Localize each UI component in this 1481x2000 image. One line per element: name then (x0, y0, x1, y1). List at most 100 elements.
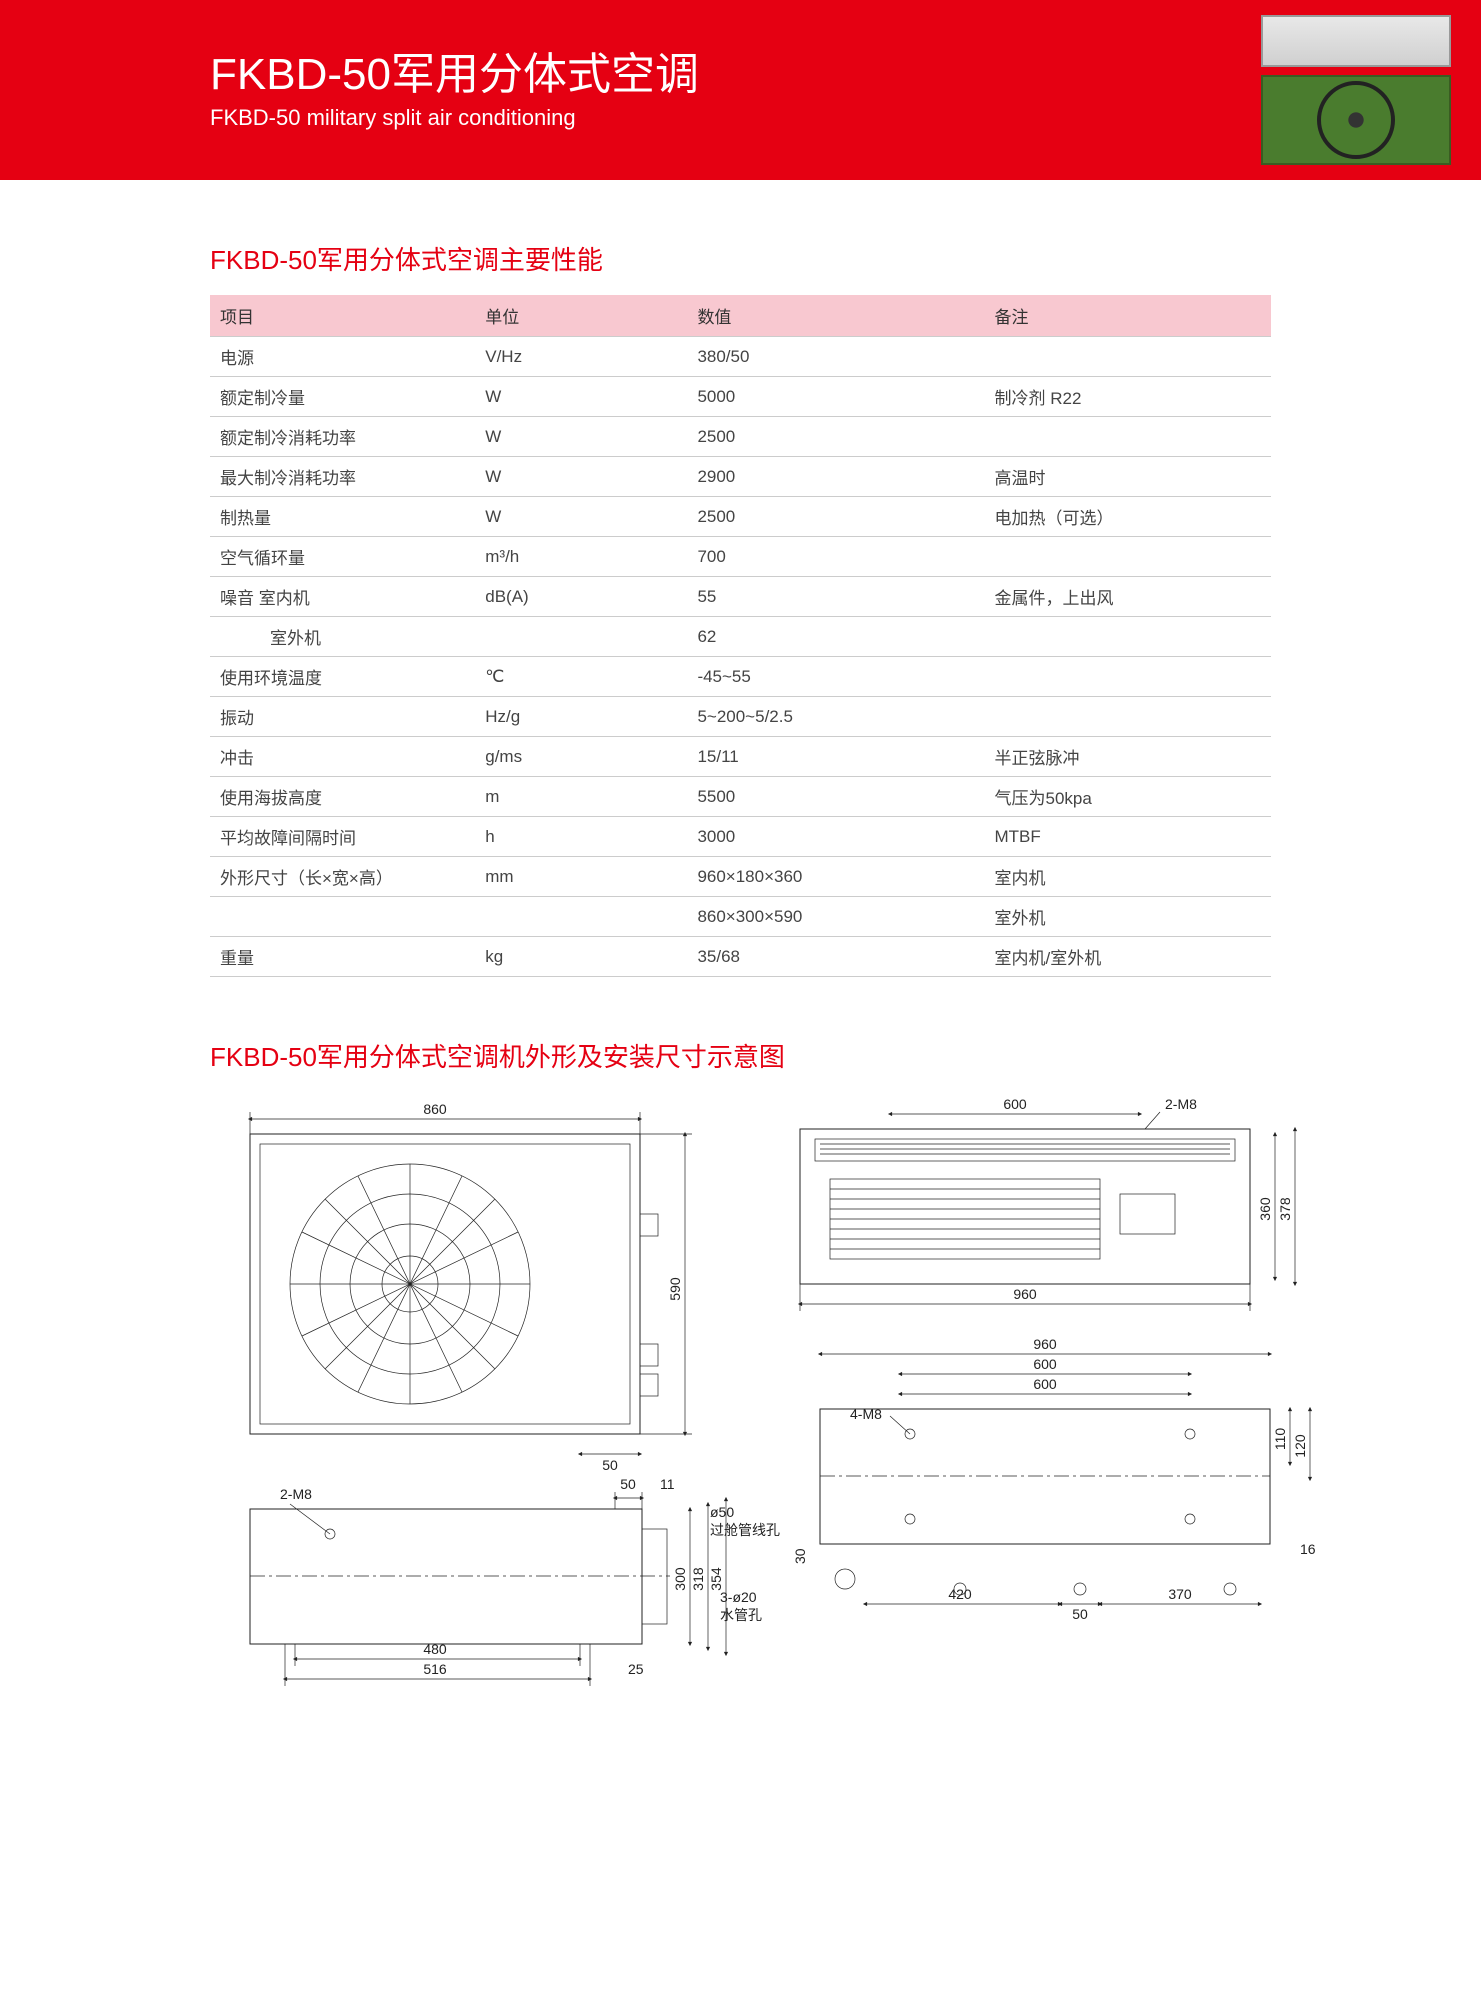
table-cell: 室外机 (210, 617, 475, 657)
table-cell: 3000 (687, 817, 984, 857)
hero-product-images (1261, 15, 1451, 165)
table-row: 电源V/Hz380/50 (210, 337, 1271, 377)
dim-50c: 50 (1072, 1606, 1088, 1622)
outdoor-unit-photo (1261, 75, 1451, 165)
table-cell: W (475, 457, 687, 497)
dim-378: 378 (1277, 1197, 1293, 1221)
table-row: 空气循环量m³/h700 (210, 537, 1271, 577)
dim-360: 360 (1257, 1197, 1273, 1221)
table-cell: g/ms (475, 737, 687, 777)
table-cell: 860×300×590 (687, 897, 984, 937)
dim-960b: 960 (1033, 1336, 1057, 1352)
table-cell: 2900 (687, 457, 984, 497)
dim-420: 420 (948, 1586, 972, 1602)
table-cell: 外形尺寸（长×宽×高） (210, 857, 475, 897)
dim-50b: 50 (620, 1476, 636, 1492)
outdoor-front-diagram: 860 (210, 1094, 710, 1474)
table-cell: 电源 (210, 337, 475, 377)
indoor-mount-diagram: 960 600 600 4-M8 (770, 1334, 1330, 1634)
table-cell: h (475, 817, 687, 857)
table-cell: 气压为50kpa (985, 777, 1271, 817)
table-cell (985, 697, 1271, 737)
dim-25: 25 (628, 1661, 644, 1677)
table-cell: 制冷剂 R22 (985, 377, 1271, 417)
diagram-section-title: FKBD-50军用分体式空调机外形及安装尺寸示意图 (210, 1037, 1271, 1074)
table-cell: 960×180×360 (687, 857, 984, 897)
table-cell: 高温时 (985, 457, 1271, 497)
spec-section-title: FKBD-50军用分体式空调主要性能 (210, 240, 1271, 277)
table-cell: -45~55 (687, 657, 984, 697)
th-unit: 单位 (475, 295, 687, 337)
table-cell: 5~200~5/2.5 (687, 697, 984, 737)
table-cell: MTBF (985, 817, 1271, 857)
table-cell: 最大制冷消耗功率 (210, 457, 475, 497)
table-row: 噪音 室内机dB(A)55金属件，上出风 (210, 577, 1271, 617)
hero-title-cn: FKBD-50军用分体式空调 (210, 49, 699, 102)
table-row: 室外机 62 (210, 617, 1271, 657)
table-cell: 2500 (687, 417, 984, 457)
table-cell: m (475, 777, 687, 817)
table-row: 平均故障间隔时间h3000MTBF (210, 817, 1271, 857)
dim-590: 590 (667, 1277, 683, 1301)
dim-4m8: 4-M8 (850, 1406, 882, 1422)
table-cell: 半正弦脉冲 (985, 737, 1271, 777)
table-row: 振动Hz/g5~200~5/2.5 (210, 697, 1271, 737)
table-row: 860×300×590室外机 (210, 897, 1271, 937)
table-row: 使用环境温度℃-45~55 (210, 657, 1271, 697)
table-cell: kg (475, 937, 687, 977)
indoor-front-diagram: 600 2-M8 (770, 1094, 1330, 1334)
table-cell (985, 537, 1271, 577)
table-cell: 使用环境温度 (210, 657, 475, 697)
dim-600a: 600 (1003, 1096, 1027, 1112)
indoor-unit-photo (1261, 15, 1451, 67)
dim-318: 318 (690, 1567, 706, 1591)
table-row: 最大制冷消耗功率W2900高温时 (210, 457, 1271, 497)
table-cell (985, 617, 1271, 657)
table-cell: m³/h (475, 537, 687, 577)
dim-11: 11 (660, 1476, 675, 1492)
diagram-area: 860 (210, 1094, 1271, 1694)
table-cell (985, 337, 1271, 377)
table-cell: 5500 (687, 777, 984, 817)
table-row: 冲击g/ms15/11半正弦脉冲 (210, 737, 1271, 777)
table-cell: 电加热（可选） (985, 497, 1271, 537)
table-cell: 380/50 (687, 337, 984, 377)
table-cell: W (475, 417, 687, 457)
dim-370: 370 (1168, 1586, 1192, 1602)
dim-2m8-a: 2-M8 (280, 1486, 312, 1502)
table-cell: 35/68 (687, 937, 984, 977)
table-cell: 额定制冷量 (210, 377, 475, 417)
dim-120: 120 (1292, 1434, 1308, 1458)
th-note: 备注 (985, 295, 1271, 337)
table-cell: W (475, 497, 687, 537)
table-cell: 噪音 室内机 (210, 577, 475, 617)
table-cell: 空气循环量 (210, 537, 475, 577)
dim-860: 860 (423, 1101, 447, 1117)
table-cell: 5000 (687, 377, 984, 417)
table-cell: 平均故障间隔时间 (210, 817, 475, 857)
hero-title-en: FKBD-50 military split air conditioning (210, 105, 699, 131)
table-cell: 振动 (210, 697, 475, 737)
th-item: 项目 (210, 295, 475, 337)
dim-354: 354 (708, 1567, 724, 1591)
table-cell (985, 417, 1271, 457)
dim-50a: 50 (602, 1457, 618, 1473)
table-cell: 2500 (687, 497, 984, 537)
dim-300: 300 (672, 1567, 688, 1591)
table-cell (475, 617, 687, 657)
table-cell: 室内机/室外机 (985, 937, 1271, 977)
th-value: 数值 (687, 295, 984, 337)
table-cell: 重量 (210, 937, 475, 977)
table-cell: 62 (687, 617, 984, 657)
table-cell: 700 (687, 537, 984, 577)
table-row: 额定制冷消耗功率W2500 (210, 417, 1271, 457)
dim-16: 16 (1300, 1541, 1316, 1557)
table-cell: dB(A) (475, 577, 687, 617)
table-cell: mm (475, 857, 687, 897)
table-cell: 15/11 (687, 737, 984, 777)
dim-2m8-b: 2-M8 (1165, 1096, 1197, 1112)
note-hole50: ø50 过舱管线孔 (710, 1504, 780, 1540)
table-cell: 额定制冷消耗功率 (210, 417, 475, 457)
dim-516: 516 (423, 1661, 447, 1677)
table-header-row: 项目 单位 数值 备注 (210, 295, 1271, 337)
